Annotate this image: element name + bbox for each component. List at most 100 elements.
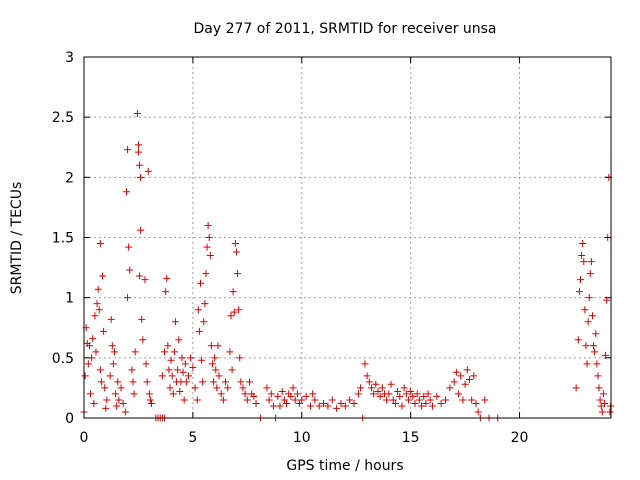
axis-ticks (83, 56, 611, 419)
data-point (450, 378, 458, 386)
data-point (202, 270, 210, 278)
data-point (293, 390, 301, 398)
data-point (232, 248, 240, 256)
data-point (584, 318, 592, 326)
x-tick-label: 5 (188, 430, 197, 446)
data-point (370, 390, 378, 398)
data-point (194, 306, 202, 314)
y-tick-label: 1.5 (52, 231, 74, 247)
y-tick-label: 3 (65, 50, 74, 66)
data-point (461, 380, 469, 388)
data-point (128, 366, 136, 374)
data-point (212, 366, 220, 374)
data-point (103, 396, 111, 404)
data-point (235, 306, 243, 314)
data-point (267, 390, 275, 398)
data-point (606, 408, 614, 416)
data-point (376, 392, 384, 400)
data-point (420, 392, 428, 400)
data-point (389, 396, 397, 404)
data-point (207, 342, 215, 350)
data-point (583, 360, 591, 368)
data-point (587, 258, 595, 266)
data-point (161, 348, 169, 356)
data-point (145, 390, 153, 398)
data-point (341, 402, 349, 410)
data-point (590, 342, 598, 350)
data-point (94, 285, 102, 293)
data-point (394, 388, 402, 396)
data-point (398, 402, 406, 410)
data-point (234, 270, 242, 278)
data-point (117, 384, 125, 392)
data-point (167, 356, 175, 364)
data-point (108, 342, 116, 350)
data-point (126, 266, 134, 274)
data-point (269, 402, 277, 410)
x-tick-labels: 0 5 10 15 20 (80, 430, 529, 446)
data-point (141, 276, 149, 284)
data-point (171, 318, 179, 326)
x-tick-label: 20 (511, 430, 529, 446)
data-point (599, 390, 607, 398)
data-point (470, 372, 478, 380)
data-point (96, 366, 104, 374)
data-point (110, 348, 118, 356)
data-point (124, 146, 132, 154)
data-point (129, 378, 137, 386)
data-point (357, 384, 365, 392)
data-point (199, 378, 207, 386)
data-point (189, 363, 197, 371)
data-point (229, 288, 237, 296)
data-point (459, 396, 467, 404)
data-point (446, 384, 454, 392)
y-tick-label: 0 (65, 411, 74, 427)
data-point (224, 384, 232, 392)
data-point (93, 300, 101, 308)
y-tick-labels: 0 0.5 1 1.5 2 2.5 3 (52, 50, 74, 427)
data-point (415, 396, 423, 404)
data-point (582, 342, 590, 350)
data-point (283, 400, 291, 408)
data-point (163, 274, 171, 282)
data-point (320, 400, 328, 408)
data-point (481, 396, 489, 404)
data-point (580, 258, 588, 266)
data-point (100, 327, 108, 335)
data-point (122, 188, 130, 196)
data-point (134, 141, 142, 149)
data-point (387, 380, 395, 388)
data-point (278, 388, 286, 396)
data-point (215, 372, 223, 380)
data-point (337, 400, 345, 408)
chart-title: Day 277 of 2011, SRMTID for receiver uns… (193, 21, 496, 37)
data-point (97, 378, 105, 386)
data-point (170, 348, 178, 356)
data-point (333, 404, 341, 412)
data-point (298, 396, 306, 404)
data-point (182, 378, 190, 386)
data-point (274, 392, 282, 400)
data-point (89, 335, 97, 343)
data-point (468, 396, 476, 404)
data-point (236, 354, 244, 362)
data-point (433, 392, 441, 400)
data-point (162, 288, 170, 296)
data-point (374, 388, 382, 396)
data-point (596, 396, 604, 404)
data-point (474, 408, 482, 416)
data-point (99, 272, 107, 280)
data-point (383, 396, 391, 404)
data-point (175, 336, 183, 344)
x-tick-label: 10 (293, 430, 311, 446)
data-point (124, 294, 132, 302)
data-point (208, 360, 216, 368)
data-point (287, 392, 295, 400)
data-point (591, 348, 599, 356)
data-point (179, 368, 187, 376)
data-point (243, 396, 251, 404)
data-point (101, 384, 109, 392)
data-point (363, 372, 371, 380)
data-point (158, 372, 166, 380)
